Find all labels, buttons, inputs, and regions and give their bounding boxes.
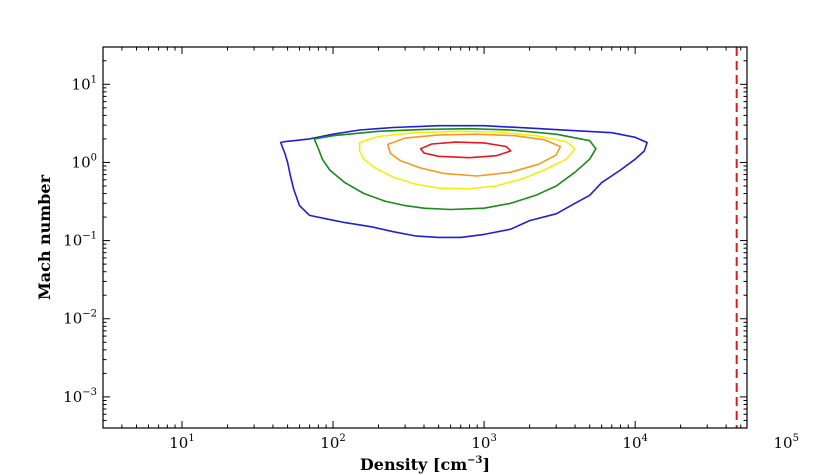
y-tick-label: 101 bbox=[72, 74, 97, 93]
contour-level-4 bbox=[386, 133, 562, 177]
y-tick-label: 10−3 bbox=[63, 387, 97, 406]
axis-ticks bbox=[102, 46, 747, 429]
contour-layer bbox=[279, 124, 648, 239]
x-axis-title: Density [cm−3] bbox=[360, 455, 490, 474]
contour-level-3 bbox=[358, 130, 576, 190]
plot-frame bbox=[102, 46, 748, 429]
x-tick-label: 105 bbox=[773, 433, 798, 452]
x-tick-label: 101 bbox=[169, 433, 194, 452]
y-tick-label: 10−1 bbox=[63, 231, 97, 250]
x-tick-label: 102 bbox=[320, 433, 345, 452]
x-tick-label: 103 bbox=[471, 433, 496, 452]
contour-level-1 bbox=[279, 124, 648, 239]
contour-level-5 bbox=[419, 141, 512, 159]
x-tick-label: 104 bbox=[622, 433, 647, 452]
y-axis-title: Mach number bbox=[35, 174, 54, 300]
contour-level-2 bbox=[313, 127, 597, 211]
y-tick-label: 10−2 bbox=[63, 309, 97, 328]
x-tick-labels: 101 102 103 104 105 bbox=[169, 433, 799, 452]
y-tick-labels: 10−3 10−2 10−1 100 101 bbox=[63, 74, 97, 406]
y-tick-label: 100 bbox=[72, 152, 97, 171]
